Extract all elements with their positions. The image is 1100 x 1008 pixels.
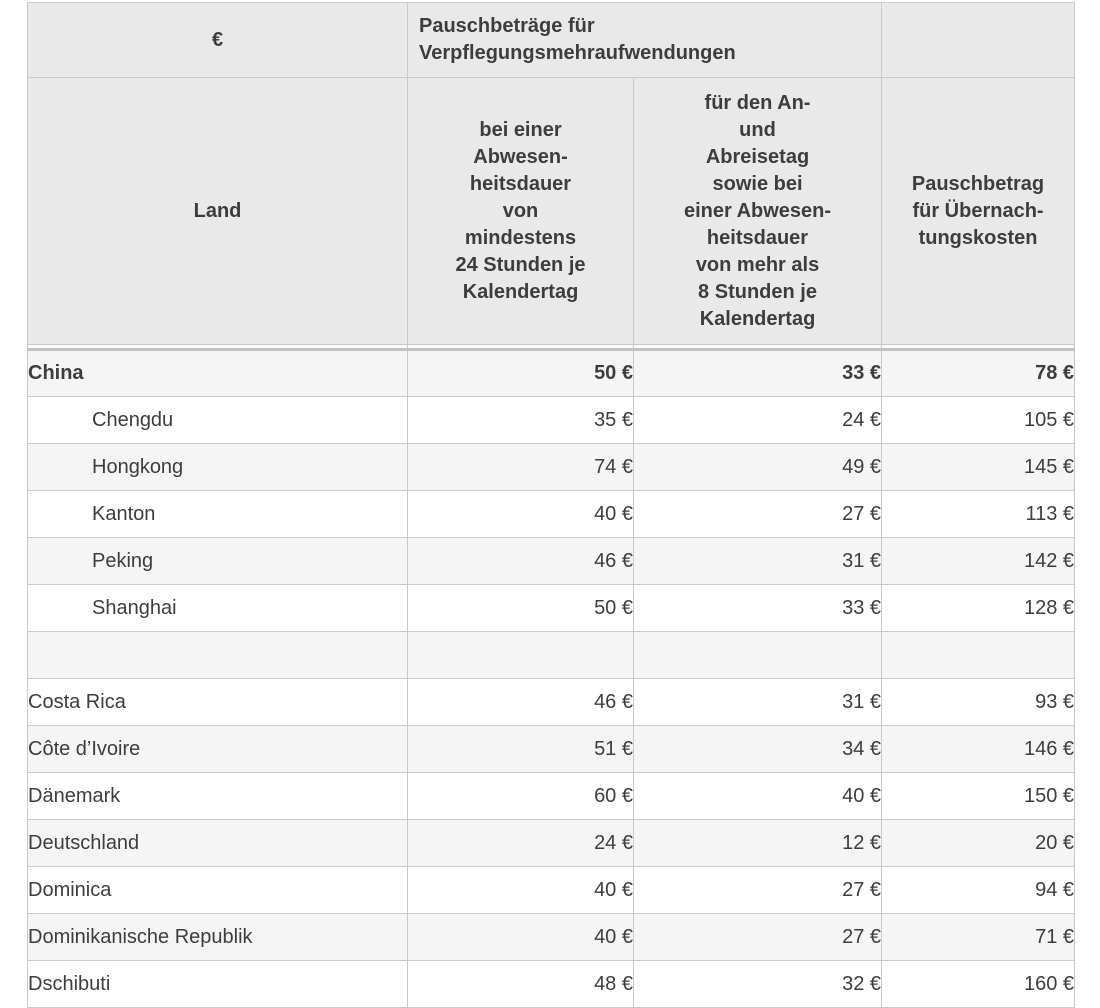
full-day-value: 46 €	[407, 678, 634, 726]
arrival-departure-value: 32 €	[632, 960, 883, 1008]
arrival-departure-value: 31 €	[632, 678, 883, 726]
full-day-value: 74 €	[407, 443, 634, 491]
country-cell: Côte d’Ivoire	[27, 725, 408, 773]
arrival-departure-value: 40 €	[632, 772, 883, 820]
country-cell: Hongkong	[27, 443, 408, 491]
full-day-value: 50 €	[407, 349, 634, 397]
overnight-value: 113 €	[881, 490, 1076, 538]
table-row: Deutschland 24 € 12 € 20 €	[27, 819, 1076, 867]
arrival-departure-value	[632, 631, 883, 679]
country-cell: Kanton	[27, 490, 408, 538]
empty-header-cell	[881, 2, 1076, 78]
full-day-value: 51 €	[407, 725, 634, 773]
overnight-value: 128 €	[881, 584, 1076, 632]
full-day-value: 40 €	[407, 490, 634, 538]
table-row: Shanghai 50 € 33 € 128 €	[27, 584, 1076, 632]
arrival-departure-value: 27 €	[632, 866, 883, 914]
overnight-value: 94 €	[881, 866, 1076, 914]
country-cell: Deutschland	[27, 819, 408, 867]
table-row: Kanton 40 € 27 € 113 €	[27, 490, 1076, 538]
country-cell: Costa Rica	[27, 678, 408, 726]
full-day-value: 50 €	[407, 584, 634, 632]
full-day-value: 60 €	[407, 772, 634, 820]
overnight-value: 20 €	[881, 819, 1076, 867]
arrival-departure-value: 24 €	[632, 396, 883, 444]
per-diem-table: € Pauschbeträge für Verpflegungsmehraufw…	[27, 2, 1076, 1008]
meal-allowance-group-header: Pauschbeträge für Verpflegungsmehraufwen…	[406, 2, 883, 78]
overnight-value: 105 €	[881, 396, 1076, 444]
arrival-departure-value: 27 €	[632, 913, 883, 961]
full-day-value: 40 €	[407, 866, 634, 914]
table-row: Peking 46 € 31 € 142 €	[27, 537, 1076, 585]
overnight-value	[881, 631, 1076, 679]
full-day-value: 35 €	[407, 396, 634, 444]
arrival-departure-value: 33 €	[632, 584, 883, 632]
overnight-value: 78 €	[881, 349, 1076, 397]
table-header: € Pauschbeträge für Verpflegungsmehraufw…	[27, 2, 1076, 345]
overnight-value: 146 €	[881, 725, 1076, 773]
country-cell: Dschibuti	[27, 960, 408, 1008]
arrival-departure-value: 34 €	[632, 725, 883, 773]
table-row: Côte d’Ivoire 51 € 34 € 146 €	[27, 725, 1076, 773]
land-column-header: Land	[27, 77, 408, 345]
overnight-value: 150 €	[881, 772, 1076, 820]
overnight-value: 142 €	[881, 537, 1076, 585]
full-day-value: 40 €	[407, 913, 634, 961]
overnight-column-header: Pauschbetrag für Übernach- tungskosten	[881, 77, 1076, 345]
overnight-value: 71 €	[881, 913, 1076, 961]
arrival-departure-value: 27 €	[632, 490, 883, 538]
country-cell: Peking	[27, 537, 408, 585]
country-cell: Dominikanische Republik	[27, 913, 408, 961]
arrival-departure-value: 33 €	[632, 349, 883, 397]
overnight-value: 93 €	[881, 678, 1076, 726]
country-cell: Chengdu	[27, 396, 408, 444]
header-top-row: € Pauschbeträge für Verpflegungsmehraufw…	[27, 2, 1076, 78]
country-cell: Shanghai	[27, 584, 408, 632]
table-row	[27, 631, 1076, 679]
country-cell	[27, 631, 408, 679]
table-row: Dominica 40 € 27 € 94 €	[27, 866, 1076, 914]
full-day-value: 24 €	[407, 819, 634, 867]
full-day-value	[407, 631, 634, 679]
arrival-departure-value: 31 €	[632, 537, 883, 585]
arrival-departure-value: 12 €	[632, 819, 883, 867]
table-row: Dschibuti 48 € 32 € 160 €	[27, 960, 1076, 1008]
per-diem-table-container: € Pauschbeträge für Verpflegungsmehraufw…	[27, 2, 1076, 1008]
arrival-departure-column-header: für den An- und Abreisetag sowie bei ein…	[632, 77, 883, 345]
country-cell: China	[27, 349, 408, 397]
full-day-value: 46 €	[407, 537, 634, 585]
table-row: Costa Rica 46 € 31 € 93 €	[27, 678, 1076, 726]
overnight-value: 160 €	[881, 960, 1076, 1008]
full-day-value: 48 €	[407, 960, 634, 1008]
country-cell: Dominica	[27, 866, 408, 914]
table-row: Dänemark 60 € 40 € 150 €	[27, 772, 1076, 820]
overnight-value: 145 €	[881, 443, 1076, 491]
country-cell: Dänemark	[27, 772, 408, 820]
table-row: Dominikanische Republik 40 € 27 € 71 €	[27, 913, 1076, 961]
table-row: Hongkong 74 € 49 € 145 €	[27, 443, 1076, 491]
arrival-departure-value: 49 €	[632, 443, 883, 491]
full-day-column-header: bei einer Abwesen- heitsdauer von mindes…	[407, 77, 634, 345]
table-row: Chengdu 35 € 24 € 105 €	[27, 396, 1076, 444]
table-row: China 50 € 33 € 78 €	[27, 349, 1076, 397]
header-columns-row: Land bei einer Abwesen- heitsdauer von m…	[27, 77, 1076, 345]
header-body-separator	[27, 344, 1076, 351]
table-body: China 50 € 33 € 78 € Chengdu 35 € 24 € 1…	[27, 344, 1076, 1008]
currency-symbol-header: €	[27, 2, 408, 78]
